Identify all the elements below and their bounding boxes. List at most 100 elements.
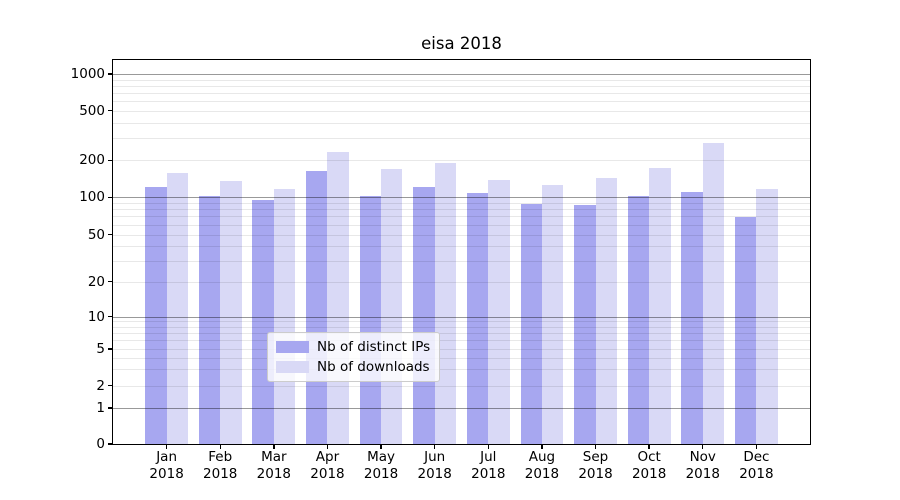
x-tick-label: May 2018 — [363, 449, 399, 482]
x-tick-label: Apr 2018 — [310, 449, 345, 482]
legend-label-distinct-ips: Nb of distinct IPs — [317, 339, 431, 355]
minor-gridline — [113, 224, 810, 226]
bar-downloads — [220, 180, 242, 444]
x-tick-label: Dec 2018 — [739, 449, 774, 482]
bar-distinct-ips — [520, 204, 542, 444]
legend-entry-distinct-ips: Nb of distinct IPs — [276, 339, 430, 355]
bar-distinct-ips — [574, 205, 596, 444]
y-tick-mark — [108, 196, 113, 198]
x-tick-mark — [594, 444, 597, 449]
bar-downloads — [595, 177, 617, 444]
bar-distinct-ips — [734, 217, 757, 444]
x-tick-mark — [648, 444, 650, 449]
y-tick-mark — [108, 315, 113, 318]
y-tick-label: 500 — [79, 102, 105, 119]
minor-gridline — [113, 85, 810, 87]
y-tick-mark — [108, 280, 113, 283]
minor-gridline — [113, 234, 810, 236]
minor-gridline — [113, 216, 810, 218]
bar-downloads — [327, 151, 349, 444]
bar-downloads — [702, 142, 725, 444]
y-tick-mark — [108, 384, 113, 387]
minor-gridline — [113, 138, 810, 140]
minor-gridline — [113, 92, 810, 94]
bar-downloads — [488, 180, 510, 444]
minor-gridline — [113, 333, 810, 335]
x-tick-label: Jan 2018 — [149, 449, 184, 482]
bar-downloads — [541, 185, 564, 444]
minor-gridline — [113, 101, 810, 103]
legend: Nb of distinct IPs Nb of downloads — [267, 332, 441, 382]
bar-distinct-ips — [306, 170, 328, 444]
minor-gridline — [113, 202, 810, 204]
y-tick-mark — [108, 348, 113, 350]
minor-gridline — [113, 369, 810, 371]
minor-gridline — [113, 79, 810, 81]
bar-downloads — [434, 163, 457, 444]
y-tick-mark — [108, 159, 113, 162]
x-tick-label: Mar 2018 — [256, 449, 292, 482]
bar-downloads — [649, 168, 671, 444]
y-tick-label: 1 — [96, 400, 105, 416]
x-tick-label: Sep 2018 — [578, 449, 613, 482]
x-tick-mark — [165, 444, 168, 449]
y-tick-label: 50 — [87, 226, 105, 243]
minor-gridline — [113, 326, 810, 328]
minor-gridline — [113, 321, 810, 323]
y-tick-mark — [108, 233, 113, 236]
x-tick-label: Jul 2018 — [471, 449, 506, 482]
legend-entry-downloads: Nb of downloads — [276, 359, 430, 375]
major-gridline — [113, 316, 810, 318]
minor-gridline — [113, 209, 810, 211]
minor-gridline — [113, 357, 810, 359]
legend-swatch-distinct-ips — [276, 341, 309, 353]
y-tick-label: 100 — [79, 189, 105, 206]
y-tick-mark — [108, 407, 113, 409]
x-tick-mark — [702, 444, 704, 449]
bar-distinct-ips — [466, 192, 489, 444]
y-tick-mark — [108, 110, 113, 112]
legend-swatch-downloads — [276, 361, 309, 373]
minor-gridline — [113, 160, 810, 162]
y-tick-mark — [108, 443, 113, 445]
x-tick-label: Feb 2018 — [203, 449, 238, 482]
bar-distinct-ips — [627, 195, 650, 444]
x-tick-mark — [219, 444, 221, 449]
minor-gridline — [113, 340, 810, 342]
x-tick-label: Nov 2018 — [685, 449, 720, 482]
minor-gridline — [113, 385, 810, 387]
legend-label-downloads: Nb of downloads — [317, 359, 430, 375]
y-tick-label: 1000 — [70, 66, 105, 82]
x-tick-label: Jun 2018 — [417, 449, 452, 482]
plot-area — [113, 60, 810, 444]
chart-title: eisa 2018 — [421, 34, 502, 53]
x-tick-mark — [541, 444, 543, 449]
major-gridline — [113, 74, 810, 75]
bar-downloads — [756, 188, 778, 444]
bar-distinct-ips — [252, 200, 274, 444]
bar-distinct-ips — [681, 191, 703, 444]
y-tick-label: 2 — [96, 377, 105, 394]
bar-downloads — [166, 172, 188, 444]
y-tick-label: 20 — [87, 273, 105, 290]
bar-downloads — [381, 169, 403, 444]
y-tick-mark — [108, 73, 113, 75]
x-tick-label: Oct 2018 — [631, 449, 667, 482]
minor-gridline — [113, 122, 810, 124]
x-tick-mark — [273, 444, 275, 449]
minor-gridline — [113, 349, 810, 350]
y-tick-label: 200 — [79, 152, 105, 169]
minor-gridline — [113, 110, 810, 112]
x-tick-mark — [487, 444, 489, 449]
x-tick-mark — [433, 444, 436, 449]
y-tick-label: 0 — [96, 436, 105, 452]
x-tick-mark — [755, 444, 758, 449]
bar-distinct-ips — [359, 196, 382, 444]
y-tick-label: 5 — [96, 341, 105, 357]
minor-gridline — [113, 281, 810, 283]
bar-distinct-ips — [145, 186, 167, 444]
bar-distinct-ips — [198, 196, 221, 444]
x-tick-label: Aug 2018 — [524, 449, 560, 482]
x-tick-mark — [326, 444, 329, 449]
